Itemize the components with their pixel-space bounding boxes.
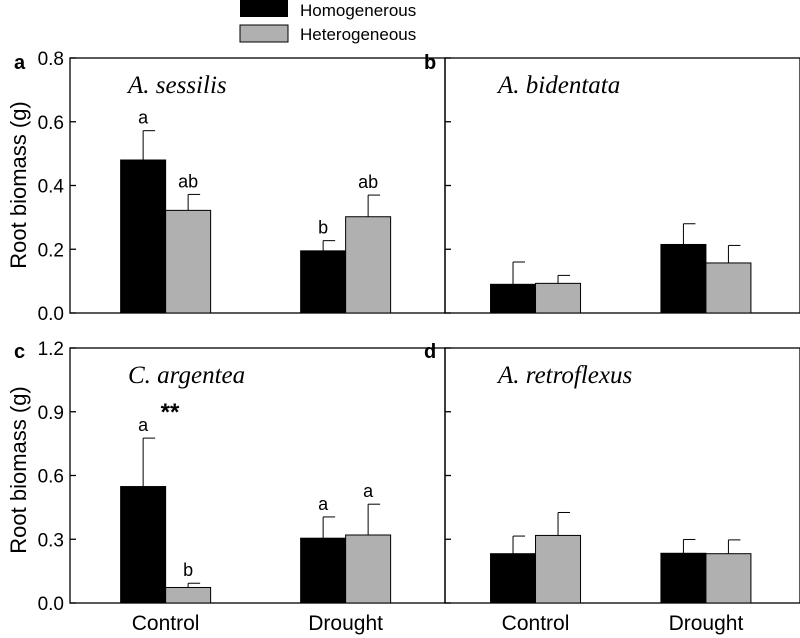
y-tick-label: 1.2 [38, 339, 64, 360]
significance-label: ab [178, 171, 198, 191]
significance-label: b [318, 218, 328, 238]
x-category-label: Drought [669, 612, 744, 635]
bar-homogenerous-drought [300, 537, 347, 604]
y-tick-label: 0.0 [38, 594, 64, 615]
bar-heterogeneous-control [165, 586, 212, 604]
bar-heterogeneous-drought [705, 553, 752, 604]
panel-b: b A. bidentata [424, 52, 800, 314]
bar-homogenerous-drought [660, 243, 707, 314]
y-tick-label: 0.0 [38, 304, 64, 325]
bar-heterogeneous-control [535, 282, 582, 314]
panel-letter: a [14, 52, 26, 74]
bar-homogenerous-control [490, 283, 537, 314]
bar-heterogeneous-drought [345, 534, 392, 604]
bar-heterogeneous-control [165, 209, 212, 314]
legend-swatch-heterogeneous [239, 24, 289, 43]
legend-label-homogenerous: Homogenerous [300, 1, 416, 20]
species-title: C. argentea [128, 362, 245, 389]
bar-homogenerous-control [120, 159, 167, 314]
panel-c: 0.0 0.3 0.6 0.9 1.2 Control Drought a b a a ** c C. a… [14, 339, 446, 635]
significance-label: a [138, 108, 149, 128]
bar-homogenerous-drought [300, 250, 347, 314]
legend-swatch-homogenerous [240, 0, 288, 17]
significance-label: a [363, 481, 374, 501]
y-axis-title-bottom: Root biomass (g) [6, 386, 31, 554]
legend-label-heterogeneous: Heterogeneous [300, 25, 416, 44]
panel-a: 0.0 0.2 0.4 0.6 0.8 a ab b ab a A. sessilis [14, 49, 446, 325]
panel-d: Control Drought d A. retroflexus [424, 341, 800, 635]
bar-homogenerous-drought [660, 552, 707, 604]
bar-heterogeneous-drought [705, 262, 752, 314]
y-tick-label: 0.8 [38, 49, 64, 70]
y-tick-label: 0.2 [38, 240, 64, 261]
species-title: A. bidentata [496, 72, 620, 99]
significance-label: a [138, 415, 149, 435]
species-title: A. sessilis [126, 72, 227, 99]
bar-homogenerous-control [490, 553, 537, 604]
significance-label: ab [358, 172, 378, 192]
legend: Homogenerous Heterogeneous [239, 0, 416, 44]
panel-letter: b [424, 52, 436, 74]
y-tick-label: 0.4 [38, 177, 65, 198]
y-tick-label: 0.9 [38, 403, 64, 424]
panel-letter: d [424, 341, 436, 363]
significance-label: b [183, 560, 193, 580]
significance-stars: ** [161, 399, 180, 426]
species-title: A. retroflexus [496, 362, 632, 389]
x-category-label: Control [502, 612, 570, 635]
y-tick-label: 0.6 [38, 113, 64, 134]
bar-heterogeneous-drought [345, 216, 392, 314]
y-axis-title-top: Root biomass (g) [6, 101, 31, 269]
x-category-label: Drought [308, 612, 383, 635]
y-tick-label: 0.3 [38, 530, 64, 551]
panel-letter: c [14, 341, 25, 363]
x-category-label: Control [132, 612, 200, 635]
significance-label: a [318, 494, 329, 514]
bar-homogenerous-control [120, 486, 167, 604]
y-tick-label: 0.6 [38, 467, 64, 488]
bar-heterogeneous-control [535, 534, 582, 604]
